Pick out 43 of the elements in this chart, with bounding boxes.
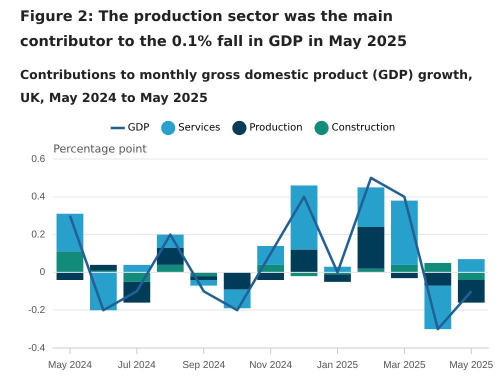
bar xyxy=(290,250,318,272)
bar xyxy=(290,272,318,276)
y-tick-label: 0.6 xyxy=(31,154,46,165)
legend-label: Production xyxy=(249,122,303,134)
legend-label: Construction xyxy=(332,122,396,134)
x-tick-label: Nov 2024 xyxy=(249,360,292,371)
bar xyxy=(424,262,452,272)
x-tick-label: May 2025 xyxy=(449,360,494,371)
bar xyxy=(156,264,184,272)
bar xyxy=(391,272,418,278)
legend-label: Services xyxy=(178,122,220,134)
x-tick-label: Mar 2025 xyxy=(383,360,426,371)
x-tick-label: Jan 2025 xyxy=(316,360,359,371)
bar xyxy=(56,252,84,272)
y-tick-label: 0.4 xyxy=(31,192,46,203)
bar xyxy=(358,268,384,272)
bar xyxy=(224,272,251,290)
bar xyxy=(358,187,384,228)
bar xyxy=(458,272,485,280)
y-tick-label: -0.2 xyxy=(28,304,46,316)
bar xyxy=(358,227,384,269)
bar xyxy=(56,214,84,252)
chart-subtitle: Contributions to monthly gross domestic product (GDP) growth, UK, May 2024 to May 2025 xyxy=(20,66,474,107)
bar xyxy=(257,272,284,280)
bar xyxy=(56,272,84,280)
x-tick-label: Jul 2024 xyxy=(118,360,156,371)
x-tick-label: Sep 2024 xyxy=(182,360,226,371)
chart-title: Figure 2: The production sector was the main contributor to the 0.1% fall in GDP in May 2025 xyxy=(20,8,408,52)
bar xyxy=(424,272,452,286)
bar xyxy=(290,185,318,250)
bar xyxy=(324,274,351,282)
bar xyxy=(90,264,117,271)
legend-label: GDP xyxy=(128,122,150,134)
x-tick-label: May 2024 xyxy=(48,360,92,371)
bar xyxy=(458,280,485,303)
bar xyxy=(458,259,485,272)
bar xyxy=(391,200,418,265)
y-axis-title: Percentage point xyxy=(53,142,148,156)
bar xyxy=(391,264,418,272)
y-tick-label: 0 xyxy=(40,267,46,278)
y-tick-label: 0.2 xyxy=(31,229,46,240)
bar xyxy=(123,264,150,272)
y-tick-label: -0.4 xyxy=(28,342,46,354)
